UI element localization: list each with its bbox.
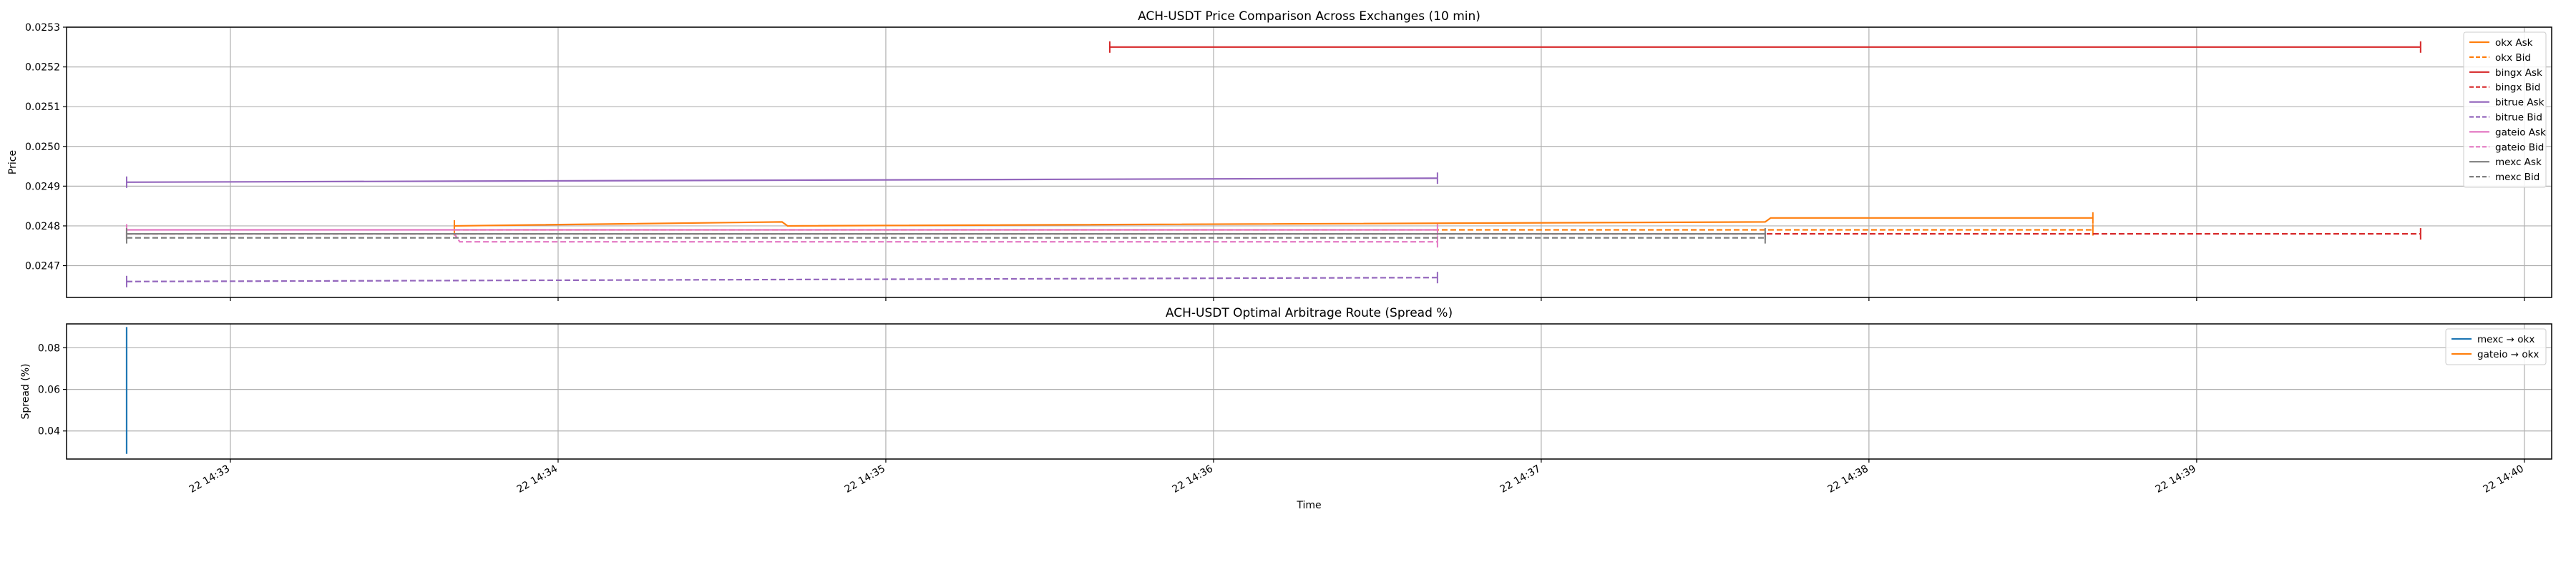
spread-chart-grid	[67, 324, 2552, 459]
spread-chart-title: ACH-USDT Optimal Arbitrage Route (Spread…	[1166, 306, 1453, 320]
series-line-bitrue-ask	[126, 177, 1438, 183]
legend-label: okx Ask	[2495, 37, 2533, 49]
price-chart-grid	[67, 26, 2552, 297]
y-tick-label: 0.04	[38, 426, 60, 438]
price-chart-y-axis-label: Price	[7, 150, 19, 174]
y-tick-label: 0.0250	[25, 142, 60, 153]
series-line-okx-ask	[454, 217, 2093, 227]
legend-label: gateio Bid	[2495, 142, 2544, 153]
price-chart-series	[125, 41, 2421, 287]
legend-label: gateio Ask	[2495, 127, 2546, 138]
price-legend-box	[2463, 31, 2547, 188]
legend-label: bingx Bid	[2495, 82, 2540, 94]
spread-chart-y-axis-label: Spread (%)	[20, 364, 31, 420]
y-tick-label: 0.0252	[25, 62, 60, 74]
spread-chart-y-ticks: 0.04 0.06 0.08	[38, 342, 67, 438]
series-line-bitrue-bid	[126, 277, 1438, 282]
spread-legend-box	[2445, 328, 2547, 365]
spread-chart-legend: mexc → okx gateio → okx	[2445, 328, 2547, 365]
y-tick-label: 0.0247	[25, 261, 60, 272]
y-tick-label: 0.0248	[25, 221, 60, 232]
legend-label: mexc → okx	[2477, 334, 2534, 345]
y-tick-label: 0.0249	[25, 181, 60, 192]
y-tick-label: 0.08	[38, 342, 60, 354]
price-chart-frame	[66, 26, 2552, 298]
legend-label: mexc Ask	[2495, 157, 2542, 168]
price-comparison-chart: 0.0247 0.0248 0.0249 0.0250 0.0251 0.0252 0.02…	[7, 9, 2552, 301]
legend-label: bingx Ask	[2495, 67, 2542, 79]
legend-label: mexc Bid	[2495, 172, 2540, 183]
price-chart-title: ACH-USDT Price Comparison Across Exchang…	[1138, 9, 1480, 24]
price-chart-x-ticks	[230, 297, 2525, 301]
y-tick-label: 0.0253	[25, 22, 60, 34]
y-tick-label: 0.06	[38, 385, 60, 396]
y-tick-label: 0.0251	[25, 102, 60, 113]
legend-label: okx Bid	[2495, 52, 2531, 64]
price-chart-y-ticks: 0.0247 0.0248 0.0249 0.0250 0.0251 0.0252 0.02…	[25, 22, 67, 272]
legend-label: bitrue Ask	[2495, 97, 2545, 109]
spread-chart-x-axis-label: Time	[1296, 500, 1321, 511]
price-chart-legend: okx Ask okx Bid bingx Ask bingx Bid bitrue A…	[2463, 31, 2547, 188]
legend-label: gateio → okx	[2477, 349, 2539, 360]
legend-label: bitrue Bid	[2495, 112, 2542, 124]
spread-chart-frame	[66, 323, 2552, 460]
